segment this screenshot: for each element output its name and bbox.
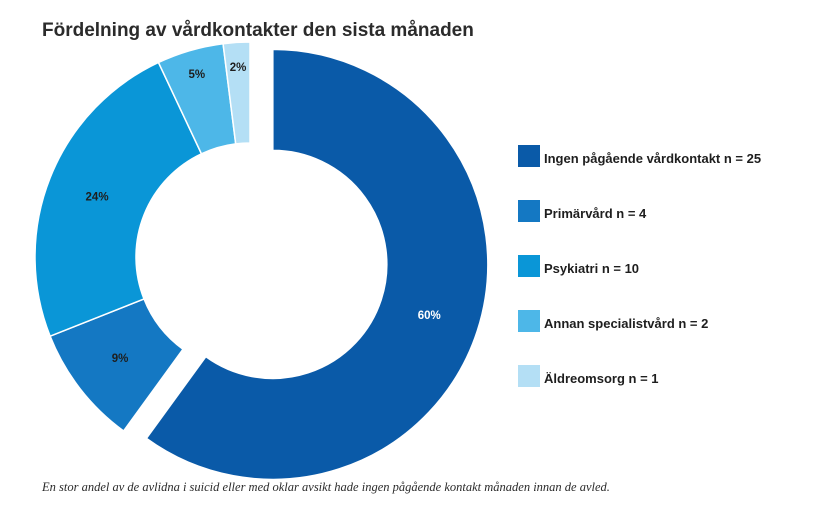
legend-swatch <box>518 365 540 387</box>
slice-data-label: 60% <box>418 310 441 322</box>
chart-title: Fördelning av vårdkontakter den sista må… <box>42 20 474 41</box>
slice-data-label: 24% <box>86 191 109 203</box>
legend-item-primarvard: Primärvård n = 4 <box>518 198 761 224</box>
donut-slice <box>222 41 251 145</box>
legend-item-ingen: Ingen pågående vårdkontakt n = 25 <box>518 143 761 169</box>
chart-caption: En stor andel av de avlidna i suicid ell… <box>42 480 610 494</box>
legend-label: Ingen pågående vårdkontakt n = 25 <box>544 150 762 166</box>
legend-label: Psykiatri n = 10 <box>544 260 640 276</box>
slice-data-label: 2% <box>230 62 247 74</box>
legend-label: Annan specialistvård n = 2 <box>544 315 709 331</box>
chart-slices <box>34 41 489 481</box>
donut-slice <box>145 48 489 481</box>
chart-data-labels: 60% 9% 24% 5% 2% <box>86 62 441 365</box>
legend-swatch <box>518 310 540 332</box>
chart-legend: Ingen pågående vårdkontakt n = 25 Primär… <box>518 143 761 418</box>
legend-label: Äldreomsorg n = 1 <box>544 370 659 386</box>
legend-item-psykiatri: Psykiatri n = 10 <box>518 253 761 279</box>
legend-swatch <box>518 145 540 167</box>
legend-item-annan-specialistvard: Annan specialistvård n = 2 <box>518 308 761 334</box>
slice-data-label: 9% <box>112 353 129 365</box>
legend-swatch <box>518 255 540 277</box>
donut-slice <box>34 61 203 338</box>
legend-swatch <box>518 200 540 222</box>
legend-item-aldreomsorg: Äldreomsorg n = 1 <box>518 363 761 389</box>
slice-data-label: 5% <box>189 69 206 81</box>
legend-label: Primärvård n = 4 <box>544 205 647 221</box>
